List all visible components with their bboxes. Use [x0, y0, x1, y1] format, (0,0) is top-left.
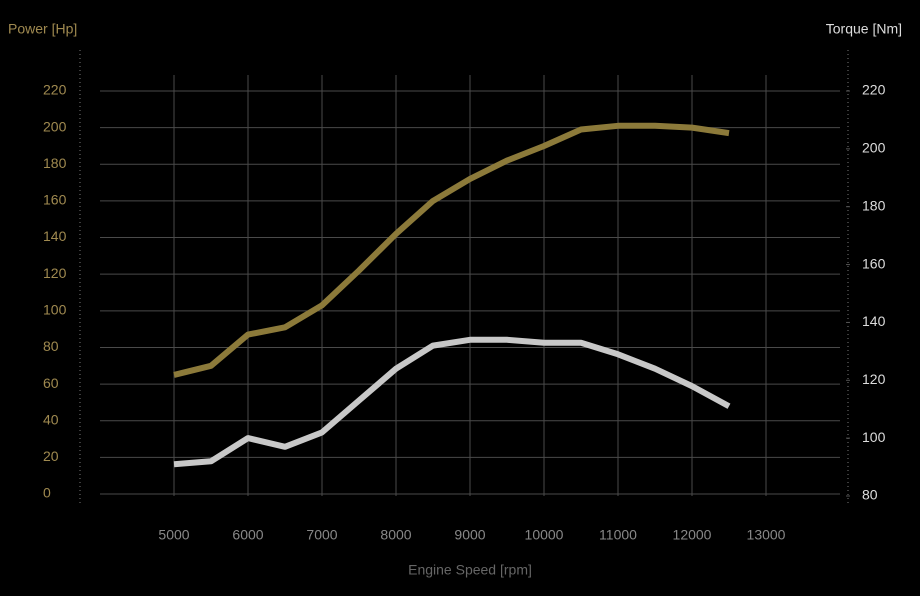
x-tick-label: 10000	[525, 527, 564, 543]
x-axis-title: Engine Speed [rpm]	[408, 562, 532, 578]
y-tick-label: 120	[43, 265, 67, 281]
x-tick-label: 7000	[306, 527, 337, 543]
y-axis-title: Power [Hp]	[8, 21, 77, 37]
x-tick-label: 12000	[673, 527, 712, 543]
y2-tick-label: 100	[862, 429, 886, 445]
y-tick-label: 40	[43, 411, 59, 427]
y-tick-label: 220	[43, 82, 67, 98]
y-tick-label: 180	[43, 155, 67, 171]
x-tick-label: 8000	[380, 527, 411, 543]
y-tick-label: 100	[43, 302, 67, 318]
y2-tick-label: 200	[862, 140, 886, 156]
y-tick-label: 160	[43, 192, 67, 208]
y-tick-label: 140	[43, 228, 67, 244]
y2-tick-label: 120	[862, 371, 886, 387]
series-line	[173, 122, 730, 378]
y2-tick-label: 80	[862, 487, 878, 503]
x-tick-label: 6000	[232, 527, 263, 543]
series-line	[173, 336, 731, 468]
x-tick-label: 9000	[454, 527, 485, 543]
y2-tick-label: 180	[862, 197, 886, 213]
x-tick-label: 5000	[158, 527, 189, 543]
y2-tick-label: 140	[862, 313, 886, 329]
x-tick-label: 11000	[599, 527, 637, 543]
y2-tick-label: 220	[862, 82, 886, 98]
y-tick-label: 20	[43, 448, 59, 464]
y-tick-label: 0	[43, 485, 51, 501]
y-tick-label: 80	[43, 338, 59, 354]
y2-axis-title: Torque [Nm]	[826, 21, 902, 37]
y-tick-label: 200	[43, 118, 67, 134]
y2-tick-label: 160	[862, 255, 886, 271]
y-tick-label: 60	[43, 375, 59, 391]
x-tick-label: 13000	[747, 527, 786, 543]
